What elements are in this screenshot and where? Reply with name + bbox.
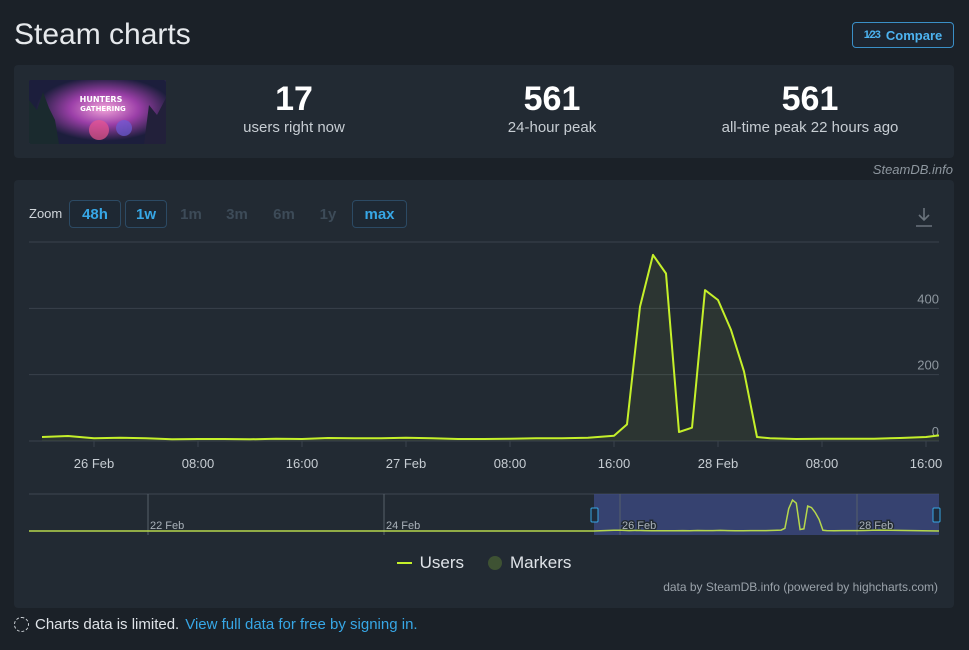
legend: Users Markers — [14, 553, 954, 573]
legend-markers[interactable]: Markers — [488, 553, 571, 573]
stat-label: 24-hour peak — [507, 119, 597, 136]
footer-text: Charts data is limited. — [35, 616, 180, 633]
y-tick-label: 200 — [917, 358, 939, 373]
x-tick-label: 16:00 — [910, 456, 943, 471]
x-tick-label: 08:00 — [182, 456, 215, 471]
x-tick-label: 16:00 — [598, 456, 631, 471]
navigator-handle — [590, 507, 599, 523]
navigator-label: 24 Feb — [386, 520, 420, 532]
game-artwork-icon: HUNTERS GATHERING — [29, 80, 166, 144]
compare-label: Compare — [885, 27, 943, 43]
legend-users[interactable]: Users — [396, 553, 464, 573]
navigator-selection — [594, 494, 939, 535]
stat-users-now: 17 users right now — [194, 79, 394, 136]
footer-note: Charts data is limited. View full data f… — [14, 616, 418, 633]
sign-in-link[interactable]: View full data for free by signing in. — [185, 616, 418, 633]
page-title: Steam charts — [14, 18, 191, 51]
download-icon[interactable] — [914, 206, 934, 228]
loading-spinner-icon — [14, 617, 29, 632]
stat-label: all-time peak 22 hours ago — [721, 119, 899, 136]
zoom-1m-button[interactable]: 1m — [180, 205, 202, 223]
x-tick-label: 08:00 — [494, 456, 527, 471]
zoom-label: Zoom — [29, 206, 63, 221]
zoom-max-button[interactable]: max — [352, 200, 407, 228]
legend-users-label: Users — [419, 553, 464, 572]
source-note: SteamDB.info — [872, 162, 953, 177]
x-tick-label: 27 Feb — [386, 456, 426, 471]
users-series-area — [42, 254, 939, 441]
navigator-series-line — [29, 498, 940, 532]
navigator-label: 26 Feb — [622, 520, 656, 532]
legend-dot-swatch — [488, 556, 502, 570]
svg-text:GATHERING: GATHERING — [80, 105, 126, 113]
stat-value: 17 — [275, 80, 313, 118]
legend-line-swatch — [396, 562, 412, 564]
y-tick-label: 400 — [917, 291, 939, 306]
stat-value: 561 — [523, 80, 581, 118]
stat-24h-peak: 561 24-hour peak — [452, 79, 652, 136]
navigator-handle — [932, 507, 941, 523]
svg-text:HUNTERS: HUNTERS — [80, 95, 123, 104]
chart-panel: Zoom 48h 1w 1m 3m 6m 1y max 0 200 400 26 Fe… — [14, 180, 954, 608]
zoom-1y-button[interactable]: 1y — [319, 205, 337, 223]
x-tick-label: 16:00 — [286, 456, 319, 471]
stats-panel: HUNTERS GATHERING 17 users right now 561… — [14, 65, 954, 158]
stat-label: users right now — [243, 119, 345, 136]
zoom-1w-button[interactable]: 1w — [125, 200, 167, 228]
compare-button[interactable]: 1⁄23 Compare — [852, 22, 954, 48]
x-tick-label: 08:00 — [806, 456, 839, 471]
compare-icon: 1⁄23 — [863, 29, 881, 41]
zoom-48h-button[interactable]: 48h — [69, 200, 121, 228]
stat-value: 561 — [781, 80, 839, 118]
x-tick-label: 28 Feb — [698, 456, 738, 471]
navigator-label: 22 Feb — [150, 520, 184, 532]
chart-credits[interactable]: data by SteamDB.info (powered by highcha… — [663, 580, 938, 594]
zoom-3m-button[interactable]: 3m — [226, 205, 248, 223]
x-tick-label: 26 Feb — [74, 456, 114, 471]
y-tick-label: 0 — [932, 424, 939, 439]
stat-all-time-peak: 561 all-time peak 22 hours ago — [690, 79, 930, 136]
legend-markers-label: Markers — [510, 553, 572, 572]
zoom-6m-button[interactable]: 6m — [273, 205, 295, 223]
chart-svg[interactable]: 0 200 400 26 Feb 08:00 16:00 27 Feb 08:00 16:00 2… — [14, 180, 954, 550]
game-thumbnail[interactable]: HUNTERS GATHERING — [29, 80, 166, 144]
users-series-line — [41, 253, 940, 441]
